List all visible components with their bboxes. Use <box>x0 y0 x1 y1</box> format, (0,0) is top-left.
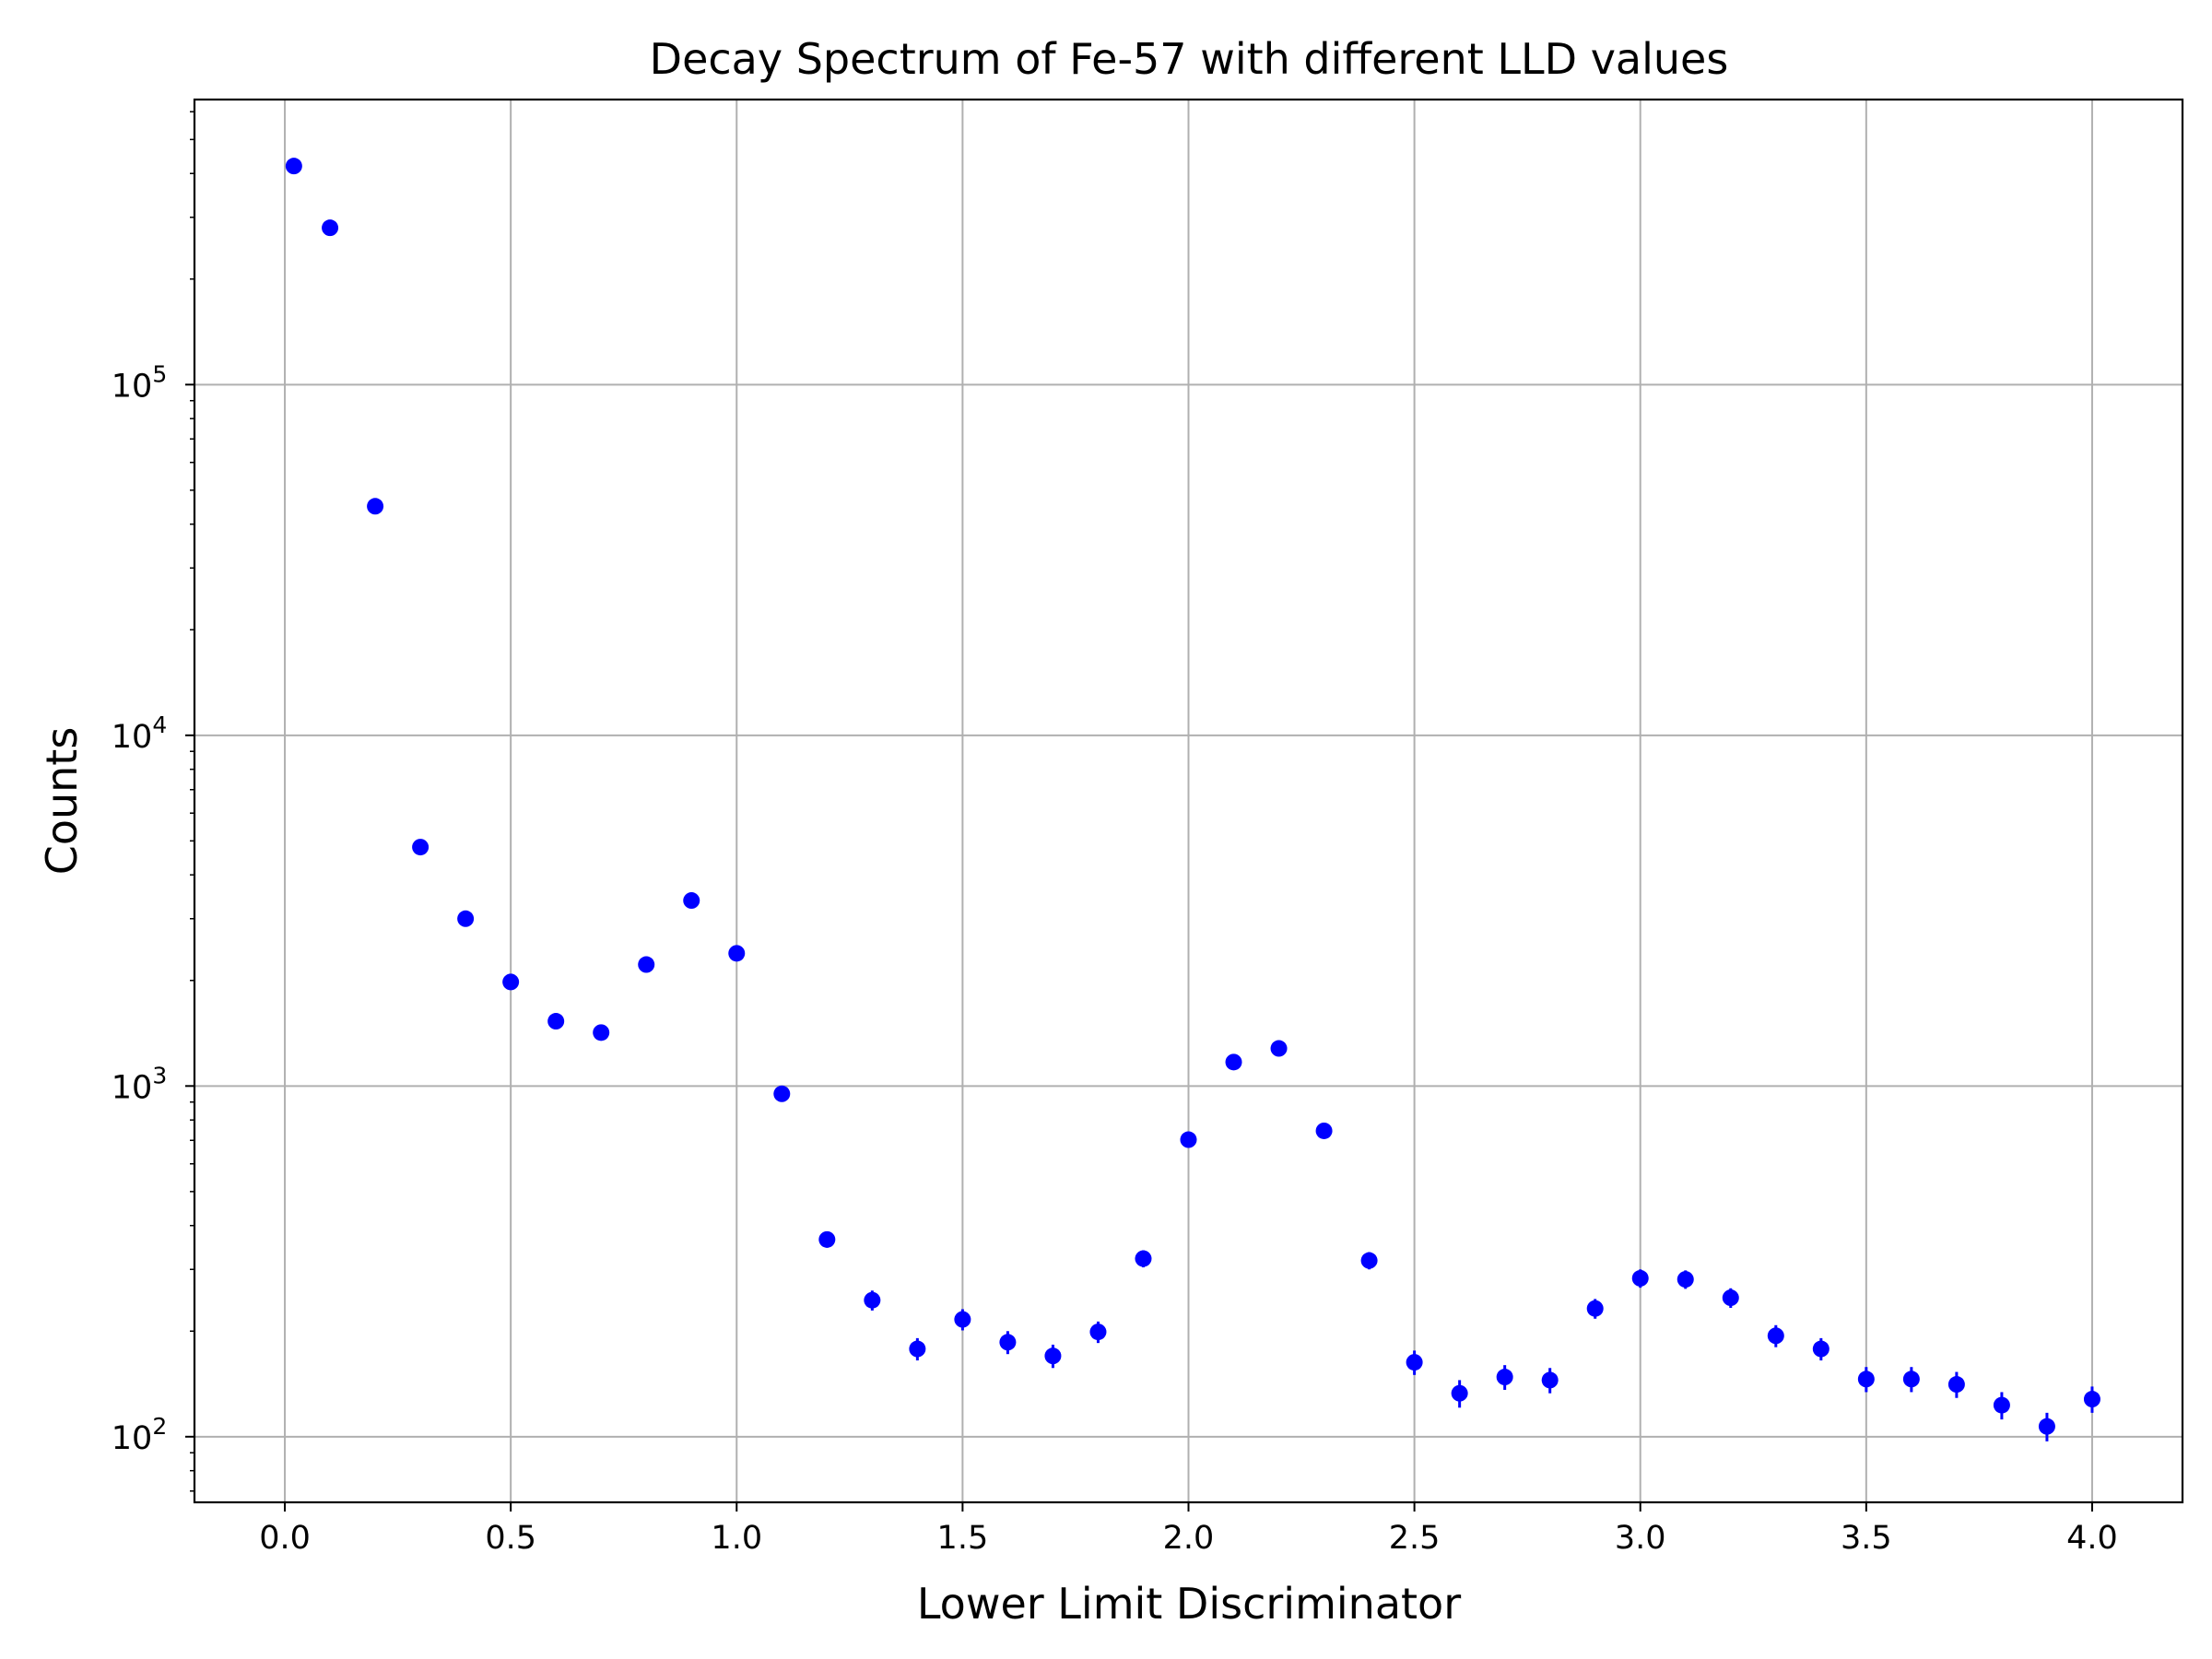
data-point <box>1902 1371 1920 1388</box>
x-tick-label: 4.0 <box>2066 1520 2118 1557</box>
data-point <box>1044 1347 1062 1365</box>
data-point <box>2038 1418 2055 1435</box>
data-point <box>1993 1396 2010 1414</box>
x-tick-label: 2.0 <box>1163 1520 1215 1557</box>
data-point <box>1225 1053 1242 1071</box>
data-point <box>1451 1384 1468 1402</box>
data-point <box>1677 1271 1694 1288</box>
y-axis-label: Counts <box>37 727 87 876</box>
x-tick-label: 1.5 <box>937 1520 989 1557</box>
data-point <box>1360 1252 1378 1269</box>
x-tick-label: 0.5 <box>485 1520 536 1557</box>
grid <box>194 100 2183 1502</box>
data-point <box>1270 1040 1288 1057</box>
data-point <box>502 973 520 991</box>
data-point <box>1722 1289 1739 1307</box>
y-tick-label: 102 <box>112 1413 167 1457</box>
data-point <box>1586 1300 1604 1317</box>
data-point <box>367 498 384 515</box>
data-series <box>285 158 2100 1441</box>
data-point <box>1812 1340 1830 1358</box>
x-axis-label: Lower Limit Discriminator <box>917 1579 1461 1629</box>
x-tick-label: 0.0 <box>259 1520 311 1557</box>
data-point <box>638 956 655 973</box>
data-point <box>909 1340 926 1358</box>
x-tick-label: 2.5 <box>1389 1520 1441 1557</box>
data-point <box>999 1334 1017 1351</box>
data-point <box>457 910 475 927</box>
data-point <box>593 1024 610 1041</box>
data-point <box>285 158 302 175</box>
data-point <box>547 1013 565 1030</box>
data-point <box>818 1230 836 1248</box>
data-point <box>1406 1354 1423 1371</box>
x-tick-label: 1.0 <box>711 1520 762 1557</box>
data-point <box>1180 1131 1197 1148</box>
data-point <box>1541 1371 1559 1389</box>
data-point <box>954 1311 971 1328</box>
data-point <box>1135 1250 1152 1267</box>
data-point <box>1496 1369 1513 1386</box>
data-point <box>1089 1324 1107 1341</box>
data-point <box>2083 1391 2100 1408</box>
data-point <box>322 219 339 237</box>
data-point <box>1767 1327 1784 1345</box>
data-point <box>773 1085 791 1102</box>
x-tick-label: 3.0 <box>1615 1520 1666 1557</box>
plot-frame <box>193 98 2184 1504</box>
data-point <box>683 892 700 910</box>
data-point <box>1857 1371 1875 1388</box>
chart-title: Decay Spectrum of Fe-57 with different L… <box>650 34 1729 84</box>
y-tick-label: 105 <box>112 360 167 405</box>
data-point <box>1947 1376 1965 1394</box>
data-point <box>1631 1269 1649 1287</box>
data-point <box>1315 1122 1333 1139</box>
data-point <box>412 839 429 856</box>
data-point <box>728 945 746 962</box>
x-tick-label: 3.5 <box>1841 1520 1892 1557</box>
data-point <box>864 1291 881 1309</box>
